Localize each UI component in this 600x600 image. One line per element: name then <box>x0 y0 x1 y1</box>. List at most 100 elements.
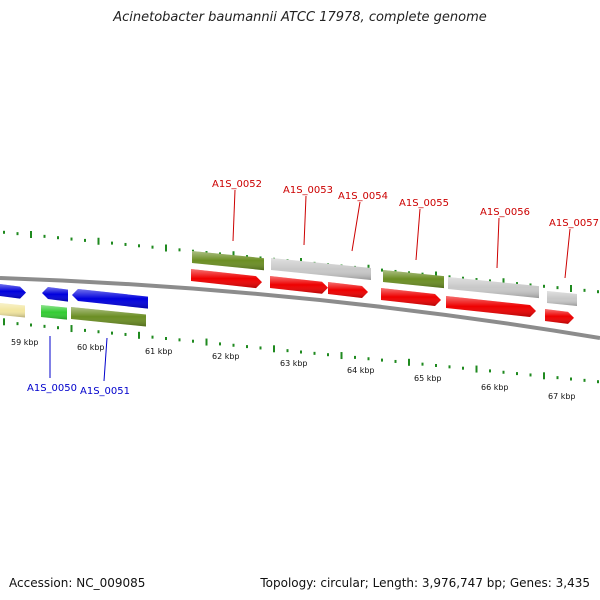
cds-A1S_0055-feature[interactable] <box>381 288 441 306</box>
scale-tick-label: 66 kbp <box>481 383 509 392</box>
inner-tick <box>448 365 451 369</box>
gene-A1S_0055-feature[interactable] <box>383 270 444 289</box>
outer-tick <box>138 244 140 248</box>
cds-A1S_0056-feature[interactable] <box>446 296 536 317</box>
cds-A1S_0054-feature[interactable] <box>328 282 368 298</box>
outer-tick <box>178 248 181 252</box>
cds-A1S_0052-feature[interactable] <box>191 269 262 289</box>
inner-tick <box>340 352 343 360</box>
outer-tick <box>448 275 451 279</box>
outer-tick <box>543 284 545 288</box>
outer-tick <box>583 288 586 292</box>
scale-tick-label: 65 kbp <box>414 374 442 383</box>
outer-tick <box>97 237 100 245</box>
gene-label-A1S_0052[interactable]: A1S_0052 <box>212 179 262 190</box>
gene-label-A1S_0056[interactable]: A1S_0056 <box>480 207 530 218</box>
inner-tick <box>597 380 599 384</box>
gene-label-A1S_0050[interactable]: A1S_0050 <box>27 383 77 394</box>
leader-line <box>564 228 571 279</box>
inner-tick <box>84 328 86 332</box>
outer-tick <box>462 276 464 280</box>
inner-tick <box>178 338 181 342</box>
outer-tick <box>84 238 86 242</box>
inner-tick <box>313 351 316 355</box>
inner-tick <box>192 339 194 343</box>
inner-tick <box>529 373 532 377</box>
inner-tick <box>462 366 464 370</box>
outer-tick <box>232 251 235 259</box>
leader-line <box>351 201 361 252</box>
inner-tick <box>516 372 518 376</box>
scale-tick-label: 60 kbp <box>77 343 105 352</box>
gene-label-A1S_0051[interactable]: A1S_0051 <box>80 386 130 397</box>
outer-tick <box>30 231 32 238</box>
cds-blue-left-feature[interactable] <box>0 284 26 299</box>
gene-A1S_0053-feature[interactable] <box>271 258 371 280</box>
outer-tick <box>435 271 437 279</box>
cds-A1S_0051-feature[interactable] <box>72 289 148 309</box>
inner-tick <box>583 378 586 382</box>
outer-tick <box>529 283 532 287</box>
cds-A1S_0053-feature[interactable] <box>270 276 328 294</box>
leader-line <box>415 208 421 261</box>
outer-tick <box>111 241 113 245</box>
inner-tick <box>205 338 208 346</box>
gene-A1S_0051-feature[interactable] <box>71 307 146 327</box>
outer-tick <box>570 285 572 292</box>
gene-yellow-left-feature[interactable] <box>0 303 25 318</box>
inner-tick <box>570 377 572 381</box>
scale-tick-label: 59 kbp <box>11 338 39 347</box>
inner-tick <box>394 359 397 363</box>
outer-tick <box>57 236 59 240</box>
inner-tick <box>286 349 289 353</box>
gene-A1S_0056-feature[interactable] <box>448 277 539 299</box>
inner-tick <box>151 335 154 339</box>
inner-tick <box>70 325 73 333</box>
inner-tick <box>232 343 235 347</box>
cds-A1S_0050-feature[interactable] <box>42 287 68 302</box>
inner-tick <box>408 358 410 366</box>
gene-labels: A1S_0050 A1S_0051 A1S_0052 A1S_0053 A1S_0054… <box>27 179 599 397</box>
gene-label-A1S_0055[interactable]: A1S_0055 <box>399 198 449 209</box>
outer-tick <box>597 290 599 294</box>
outer-tick <box>489 279 491 283</box>
gene-features <box>0 251 577 327</box>
outer-tick <box>475 278 478 282</box>
leader-line <box>103 337 108 382</box>
outer-tick <box>556 286 559 290</box>
gene-label-A1S_0053[interactable]: A1S_0053 <box>283 185 333 196</box>
gene-A1S_0052-feature[interactable] <box>192 251 264 271</box>
gene-A1S_0057-feature[interactable] <box>547 291 577 306</box>
inner-tick <box>421 362 424 366</box>
label-leader-lines <box>49 189 571 382</box>
inner-tick <box>43 324 46 328</box>
scale-tick-label: 67 kbp <box>548 392 576 401</box>
gene-label-A1S_0057[interactable]: A1S_0057 <box>549 218 599 229</box>
inner-tick <box>475 365 478 373</box>
inner-tick <box>273 345 275 353</box>
gene-A1S_0050-feature[interactable] <box>41 305 67 320</box>
cds-A1S_0057-feature[interactable] <box>545 309 574 324</box>
inner-tick <box>246 345 248 349</box>
outer-tick <box>381 268 383 272</box>
inner-tick <box>327 353 329 357</box>
outer-tick <box>165 244 167 252</box>
outer-tick <box>70 237 73 241</box>
inner-tick <box>502 370 505 374</box>
outer-tick <box>151 245 154 249</box>
map-title: Acinetobacter baumannii ATCC 17978, comp… <box>113 10 487 25</box>
outer-tick <box>516 282 518 286</box>
inner-tick <box>300 350 302 354</box>
inner-tick <box>16 322 19 326</box>
gene-label-A1S_0054[interactable]: A1S_0054 <box>338 191 388 202</box>
scale-tick-label: 64 kbp <box>347 366 375 375</box>
inner-tick <box>97 330 100 334</box>
outer-tick <box>124 242 127 246</box>
inner-tick <box>111 331 113 335</box>
leader-line <box>303 195 307 246</box>
scale-tick-label: 61 kbp <box>145 347 173 356</box>
inner-tick <box>489 369 491 373</box>
genome-summary-text: Topology: circular; Length: 3,976,747 bp… <box>260 576 590 590</box>
inner-tick <box>219 342 221 346</box>
